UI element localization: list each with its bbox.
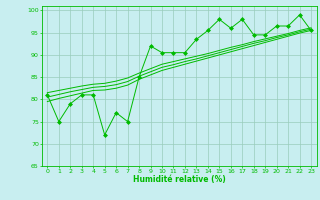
X-axis label: Humidité relative (%): Humidité relative (%)	[133, 175, 226, 184]
